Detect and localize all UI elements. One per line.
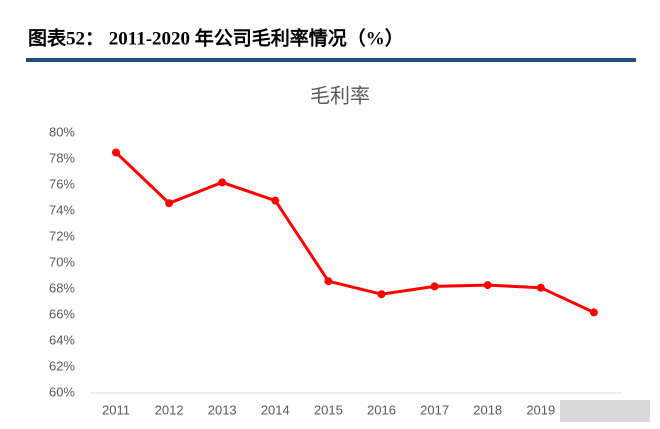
y-tick-label: 66% bbox=[49, 306, 75, 321]
chart-title: 毛利率 bbox=[310, 84, 370, 107]
y-tick-label: 64% bbox=[49, 332, 75, 347]
y-tick-label: 72% bbox=[49, 228, 75, 243]
x-tick-label: 2017 bbox=[420, 402, 449, 417]
series-line bbox=[114, 151, 595, 314]
marker bbox=[112, 148, 120, 157]
x-tick-label: 2013 bbox=[208, 402, 237, 417]
marker bbox=[430, 282, 439, 291]
y-tick-label: 68% bbox=[49, 280, 75, 295]
y-tick-label: 60% bbox=[49, 384, 75, 399]
x-tick-label: 2014 bbox=[261, 402, 290, 417]
marker bbox=[536, 283, 545, 292]
y-tick-label: 78% bbox=[49, 150, 75, 165]
y-tick-label: 74% bbox=[49, 202, 75, 217]
marker bbox=[589, 308, 598, 317]
x-tick-label: 2016 bbox=[367, 402, 396, 417]
x-tick-label: 2019 bbox=[526, 402, 555, 417]
x-tick-label: 2011 bbox=[102, 402, 130, 417]
marker bbox=[377, 290, 386, 299]
marker bbox=[324, 277, 333, 286]
marker bbox=[218, 178, 227, 187]
y-tick-label: 62% bbox=[49, 358, 75, 373]
x-tick-label: 2018 bbox=[473, 402, 502, 417]
x-tick-label: 2012 bbox=[155, 402, 184, 417]
y-tick-label: 70% bbox=[49, 254, 75, 269]
marker bbox=[271, 196, 280, 205]
y-tick-label: 80% bbox=[49, 124, 75, 139]
y-tick-label: 76% bbox=[49, 176, 75, 191]
marker bbox=[483, 281, 492, 290]
header-rule bbox=[26, 58, 636, 62]
watermark bbox=[560, 400, 650, 422]
x-tick-label: 2015 bbox=[314, 402, 343, 417]
header-title: 图表52： 2011-2020 年公司毛利率情况（%） bbox=[28, 26, 404, 49]
marker bbox=[165, 199, 174, 208]
